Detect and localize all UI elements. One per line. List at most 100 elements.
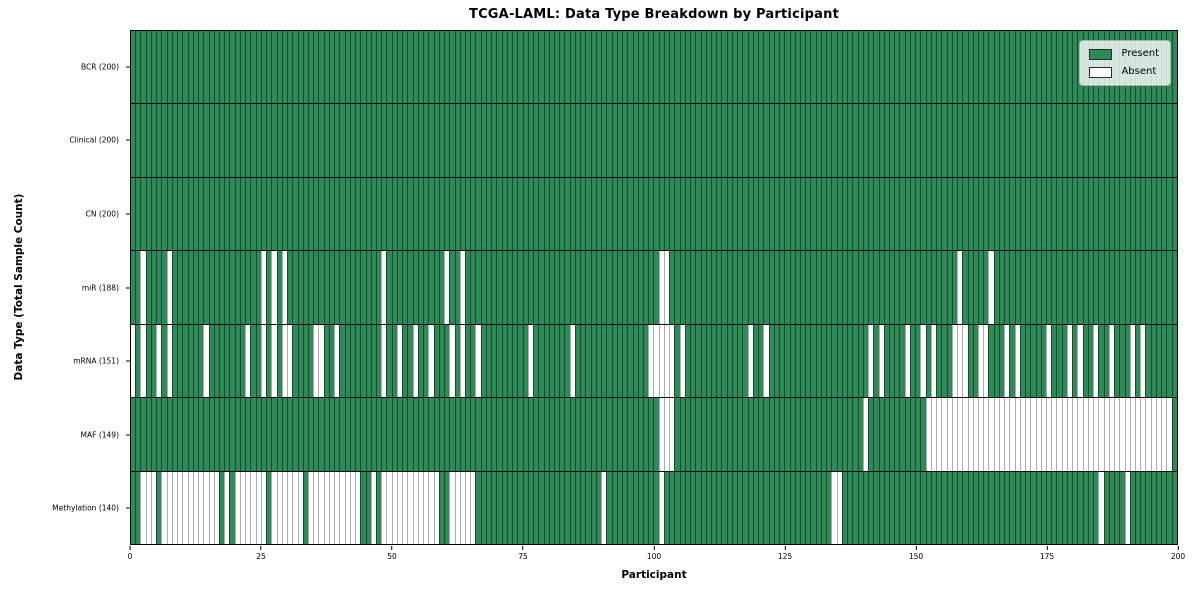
heatmap-cell xyxy=(1046,251,1052,324)
heatmap-cell xyxy=(318,104,324,177)
heatmap-cell xyxy=(444,177,450,251)
heatmap-cell xyxy=(391,251,397,324)
heatmap-cell xyxy=(831,177,837,251)
heatmap-cell xyxy=(1046,471,1052,544)
heatmap-cell xyxy=(506,398,513,471)
heatmap-cell xyxy=(198,104,204,177)
heatmap-cell xyxy=(1035,31,1041,104)
heatmap-cell xyxy=(177,31,183,104)
heatmap-cell xyxy=(752,471,759,544)
heatmap-cell xyxy=(266,251,272,324)
heatmap-cell xyxy=(559,251,565,324)
heatmap-cell xyxy=(297,104,303,177)
x-tick-mark xyxy=(915,546,917,550)
heatmap-cell xyxy=(1082,398,1088,471)
heatmap-cell xyxy=(852,31,858,104)
heatmap-cell xyxy=(292,251,298,324)
heatmap-cell xyxy=(737,251,743,324)
heatmap-cell xyxy=(229,471,235,544)
heatmap-cell xyxy=(187,177,193,251)
heatmap-cell xyxy=(1114,251,1120,324)
heatmap-cell xyxy=(967,398,973,471)
heatmap-cell xyxy=(287,104,293,177)
heatmap-cell xyxy=(1046,398,1052,471)
heatmap-cell xyxy=(941,104,947,177)
heatmap-cell xyxy=(276,251,282,324)
heatmap-cell xyxy=(360,177,366,251)
heatmap-cell xyxy=(370,31,377,104)
heatmap-cell xyxy=(365,104,371,177)
heatmap-cell xyxy=(548,398,554,471)
heatmap-cell xyxy=(1019,104,1026,177)
heatmap-cell xyxy=(260,104,267,177)
heatmap-cell xyxy=(742,324,748,398)
heatmap-cell xyxy=(339,104,345,177)
heatmap-cell xyxy=(203,104,209,177)
heatmap-cell xyxy=(569,398,575,471)
heatmap-cell xyxy=(454,398,460,471)
heatmap-cell xyxy=(784,324,790,398)
heatmap-cell xyxy=(1019,31,1026,104)
heatmap-cell xyxy=(1009,104,1015,177)
heatmap-cell xyxy=(161,324,167,398)
heatmap-row-cn xyxy=(131,176,1177,251)
heatmap-cell xyxy=(480,104,486,177)
heatmap-cell xyxy=(187,251,193,324)
heatmap-cell xyxy=(527,471,534,544)
heatmap-cell xyxy=(1135,324,1141,398)
heatmap-cell xyxy=(810,471,816,544)
heatmap-cell xyxy=(585,324,591,398)
heatmap-cell xyxy=(396,31,403,104)
heatmap-cell xyxy=(690,324,696,398)
y-tick-mark xyxy=(126,213,130,215)
heatmap-cell xyxy=(187,471,193,544)
heatmap-cell xyxy=(731,324,738,398)
heatmap-cell xyxy=(862,104,869,177)
heatmap-cell xyxy=(198,324,204,398)
heatmap-cell xyxy=(915,398,921,471)
heatmap-cell xyxy=(601,31,607,104)
heatmap-cell xyxy=(1135,398,1141,471)
heatmap-cell xyxy=(627,398,633,471)
heatmap-cell xyxy=(182,251,188,324)
heatmap-cell xyxy=(585,31,591,104)
heatmap-cell xyxy=(894,471,900,544)
heatmap-cell xyxy=(355,31,361,104)
heatmap-cell xyxy=(957,104,963,177)
heatmap-cell xyxy=(140,177,146,251)
heatmap-cell xyxy=(1108,398,1115,471)
heatmap-cell xyxy=(517,104,523,177)
heatmap-cell xyxy=(224,324,230,398)
heatmap-cell xyxy=(564,31,570,104)
heatmap-cell xyxy=(475,251,481,324)
heatmap-cell xyxy=(768,251,774,324)
heatmap-cell xyxy=(553,177,560,251)
heatmap-cell xyxy=(820,471,827,544)
heatmap-cell xyxy=(737,177,743,251)
y-tick-label-mir: miR (188) xyxy=(81,283,119,292)
heatmap-cell xyxy=(836,471,842,544)
heatmap-cell xyxy=(266,398,272,471)
heatmap-cell xyxy=(888,31,895,104)
heatmap-cell xyxy=(841,398,848,471)
heatmap-cell xyxy=(826,31,832,104)
heatmap-cell xyxy=(386,324,392,398)
heatmap-cell xyxy=(998,104,1005,177)
heatmap-cell xyxy=(548,471,554,544)
heatmap-cell xyxy=(1166,177,1172,251)
heatmap-cell xyxy=(1135,104,1141,177)
heatmap-cell xyxy=(234,324,240,398)
heatmap-cell xyxy=(773,31,780,104)
heatmap-cell xyxy=(1040,471,1047,544)
heatmap-cell xyxy=(972,398,978,471)
heatmap-cell xyxy=(873,324,879,398)
heatmap-cell xyxy=(1108,251,1115,324)
heatmap-cell xyxy=(438,31,445,104)
heatmap-cell xyxy=(1066,31,1073,104)
heatmap-cell xyxy=(417,471,424,544)
heatmap-cell xyxy=(888,471,895,544)
heatmap-cell xyxy=(1004,398,1010,471)
heatmap-cell xyxy=(962,398,968,471)
heatmap-cell xyxy=(695,251,701,324)
heatmap-cell xyxy=(1155,324,1162,398)
